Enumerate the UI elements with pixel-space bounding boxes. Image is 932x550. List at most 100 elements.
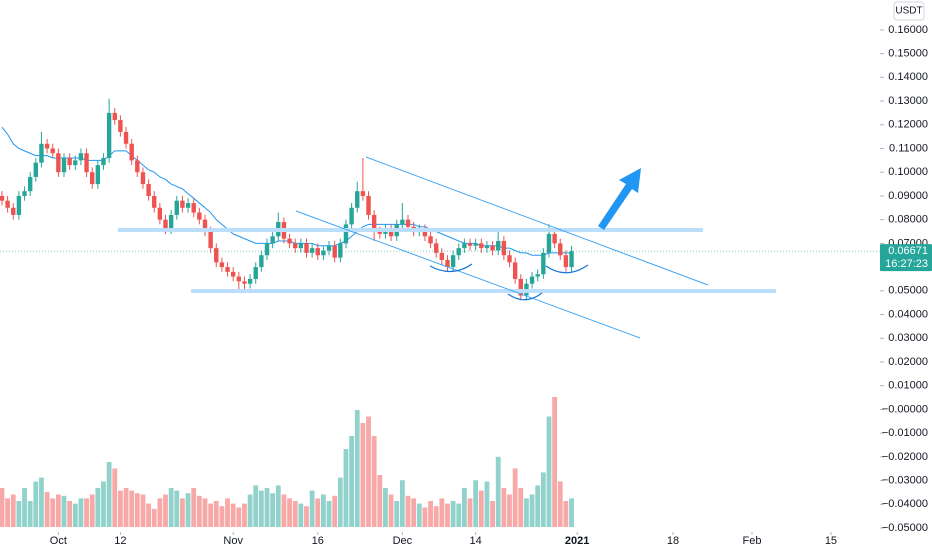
volume-bar xyxy=(524,498,529,527)
arc xyxy=(507,292,543,301)
volume-bar xyxy=(540,472,546,527)
candle-body xyxy=(152,195,157,208)
candle-body xyxy=(11,207,16,215)
volume-bar xyxy=(230,503,236,527)
candle-body xyxy=(253,267,258,279)
y-tick-label: 0.12000 xyxy=(888,119,928,131)
candle-body xyxy=(247,278,253,284)
candle-body xyxy=(518,278,523,296)
candle-body xyxy=(16,195,22,215)
volume-bar xyxy=(332,495,338,527)
volume-bar xyxy=(22,488,27,527)
volume-bar xyxy=(343,449,349,527)
y-tick-label: −0.03000 xyxy=(882,475,928,487)
volume-bar xyxy=(270,493,276,527)
volume-bar xyxy=(84,498,89,527)
candle-body xyxy=(338,243,343,258)
candle-body xyxy=(332,245,337,258)
volume-bar xyxy=(315,498,321,527)
countdown: 16:27:23 xyxy=(885,258,928,270)
candle-body xyxy=(191,203,196,213)
candle-body xyxy=(309,248,315,253)
candle-body xyxy=(129,143,134,161)
volume-bar xyxy=(236,507,242,527)
x-tick-label: 12 xyxy=(114,535,126,547)
candle-body xyxy=(33,162,39,177)
candle-body xyxy=(174,200,179,215)
x-tick-label: Nov xyxy=(223,535,243,547)
candle-body xyxy=(507,255,512,263)
volume-bar xyxy=(377,475,383,527)
candle-body xyxy=(445,259,450,268)
volume-bar xyxy=(174,490,180,527)
candle-body xyxy=(22,191,27,196)
volume-bar xyxy=(258,490,264,527)
candle-body xyxy=(135,160,140,173)
volume-bar xyxy=(5,498,11,527)
candle-body xyxy=(242,281,247,284)
volume-bar xyxy=(287,498,292,527)
volume-bar xyxy=(467,498,473,527)
arc xyxy=(429,263,473,273)
volume-bar xyxy=(433,506,439,527)
volume-bar xyxy=(490,501,495,527)
candle-body xyxy=(366,195,371,215)
volume-bar xyxy=(501,488,507,527)
volume-bar xyxy=(309,490,315,527)
candle-body xyxy=(5,200,10,208)
channel-upper xyxy=(365,156,709,286)
candle-body xyxy=(140,172,146,185)
drawings xyxy=(118,156,776,339)
volume-bar xyxy=(89,494,95,527)
volume-bar xyxy=(337,477,343,527)
candle-body xyxy=(95,165,101,185)
candle-body xyxy=(400,219,405,225)
volume-bar xyxy=(461,488,467,527)
candle-body xyxy=(56,153,61,173)
candle-body xyxy=(157,207,163,220)
volume-bar xyxy=(518,488,524,527)
volume-bar xyxy=(225,498,230,527)
candle-body xyxy=(563,255,569,268)
y-tick-label: 0.04000 xyxy=(888,308,928,320)
volume-bar xyxy=(416,503,422,527)
volume-bar xyxy=(140,494,146,527)
volume-bar xyxy=(366,416,371,527)
volume-bar xyxy=(180,498,185,527)
candle-body xyxy=(270,236,275,244)
candle-body xyxy=(197,212,202,220)
currency-button[interactable] xyxy=(893,1,925,21)
volume-bar xyxy=(552,397,558,527)
volume-bar xyxy=(304,506,309,527)
volume-bar xyxy=(10,494,16,527)
candle-body xyxy=(202,219,208,232)
candle-body xyxy=(569,251,574,268)
candle-body xyxy=(349,207,354,225)
y-tick-label: 0.03000 xyxy=(888,332,928,344)
volume-bar xyxy=(422,507,428,527)
arrow xyxy=(598,168,641,230)
y-tick-label: −0.04000 xyxy=(882,498,928,510)
volume-bar xyxy=(67,501,73,527)
volume-bar xyxy=(371,436,377,527)
y-tick-label: 0.10000 xyxy=(888,166,928,178)
candle-body xyxy=(208,231,213,249)
y-tick-label: 0.15000 xyxy=(888,48,928,60)
candle-body xyxy=(168,214,174,230)
candle-body xyxy=(180,200,185,208)
candle-body xyxy=(546,233,552,253)
volume-bar xyxy=(163,494,168,527)
y-tick-label: 0.01000 xyxy=(888,380,928,392)
candle-body xyxy=(230,271,236,277)
candle-body xyxy=(304,243,309,253)
volume-bar xyxy=(326,501,332,527)
candle-body xyxy=(101,157,106,166)
volume-bar xyxy=(101,481,106,527)
x-tick-label: 16 xyxy=(312,535,324,547)
volume-bar xyxy=(39,477,44,527)
volume-bar xyxy=(196,495,202,527)
volume-bar xyxy=(191,488,197,527)
candle-body xyxy=(112,112,117,121)
candle-body xyxy=(259,255,264,268)
candle-body xyxy=(405,219,411,227)
